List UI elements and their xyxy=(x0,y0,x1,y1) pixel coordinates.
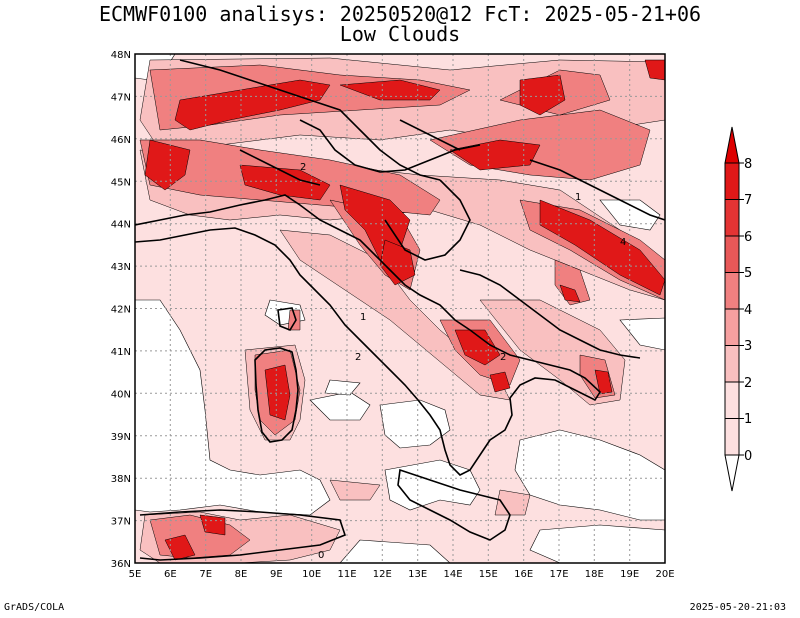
colorbar-label: 7 xyxy=(744,193,752,208)
map-subtitle: Low Clouds xyxy=(339,22,461,46)
render-timestamp: 2025-05-20-21:03 xyxy=(689,602,786,613)
lat-label: 39N xyxy=(111,432,131,443)
colorbar xyxy=(724,126,744,492)
colorbar-segment xyxy=(724,199,740,237)
contour-label: 2 xyxy=(355,352,361,363)
latitude-labels: 48N 47N 46N 45N 44N 43N 42N 41N 40N 39N … xyxy=(111,50,131,570)
colorbar-segment xyxy=(724,272,740,310)
colorbar-label: 0 xyxy=(744,449,752,464)
lon-label: 19E xyxy=(620,569,639,580)
cloud-field: 2 1 2 4 1 2 0 xyxy=(135,54,665,563)
lon-label: 13E xyxy=(408,569,427,580)
dense-cloud-areas xyxy=(144,59,665,561)
contour-label: 0 xyxy=(318,550,324,561)
lon-label: 7E xyxy=(199,569,212,580)
contour-label: 2 xyxy=(500,352,506,363)
coastlines xyxy=(135,59,665,561)
lon-label: 18E xyxy=(585,569,604,580)
colorbar-label: 4 xyxy=(744,303,752,318)
colorbar-segment xyxy=(724,162,740,200)
colorbar-segment xyxy=(724,308,740,346)
lat-label: 43N xyxy=(111,262,131,273)
contour-label: 1 xyxy=(360,312,366,323)
lat-label: 38N xyxy=(111,474,131,485)
lon-label: 16E xyxy=(514,569,533,580)
colorbar-label: 2 xyxy=(744,376,752,391)
contour-label: 4 xyxy=(620,237,626,248)
lon-label: 17E xyxy=(549,569,568,580)
colorbar-segment xyxy=(724,345,740,383)
lat-label: 46N xyxy=(111,135,131,146)
lon-label: 10E xyxy=(302,569,321,580)
colorbar-label: 5 xyxy=(744,266,752,281)
lon-label: 5E xyxy=(129,569,142,580)
lat-label: 41N xyxy=(111,347,131,358)
lon-label: 11E xyxy=(337,569,356,580)
lon-label: 9E xyxy=(270,569,283,580)
lat-label: 40N xyxy=(111,389,131,400)
lat-label: 37N xyxy=(111,517,131,528)
contour-labels: 2 1 2 4 1 2 0 xyxy=(300,162,626,561)
map-frame xyxy=(134,53,666,564)
lat-label: 48N xyxy=(111,50,131,61)
lon-label: 12E xyxy=(373,569,392,580)
lon-label: 14E xyxy=(443,569,462,580)
clear-sky-areas xyxy=(135,54,665,563)
colorbar-segment xyxy=(724,381,740,419)
colorbar-label: 6 xyxy=(744,230,752,245)
lon-label: 15E xyxy=(479,569,498,580)
longitude-labels: 5E 6E 7E 8E 9E 10E 11E 12E 13E 14E 15E 1… xyxy=(129,569,675,580)
contour-label: 2 xyxy=(300,162,306,173)
colorbar-top-triangle xyxy=(724,126,740,164)
colorbar-labels: 0 1 2 3 4 5 6 7 8 xyxy=(744,157,752,464)
lat-label: 47N xyxy=(111,92,131,103)
contour-label: 1 xyxy=(575,192,581,203)
colorbar-label: 3 xyxy=(744,339,752,354)
colorbar-label: 8 xyxy=(744,157,752,172)
colorbar-segment xyxy=(724,418,740,456)
lat-label: 42N xyxy=(111,305,131,316)
software-credit: GrADS/COLA xyxy=(4,602,65,613)
lat-label: 45N xyxy=(111,177,131,188)
graticule xyxy=(135,54,665,563)
colorbar-bottom-triangle xyxy=(724,454,740,492)
lon-label: 8E xyxy=(235,569,248,580)
map-title: ECMWF0100 analisys: 20250520@12 FcT: 202… xyxy=(98,2,702,26)
lon-label: 20E xyxy=(655,569,674,580)
lon-label: 6E xyxy=(164,569,177,580)
colorbar-label: 1 xyxy=(744,412,752,427)
lat-label: 36N xyxy=(111,559,131,570)
lat-label: 44N xyxy=(111,220,131,231)
colorbar-segment xyxy=(724,235,740,273)
